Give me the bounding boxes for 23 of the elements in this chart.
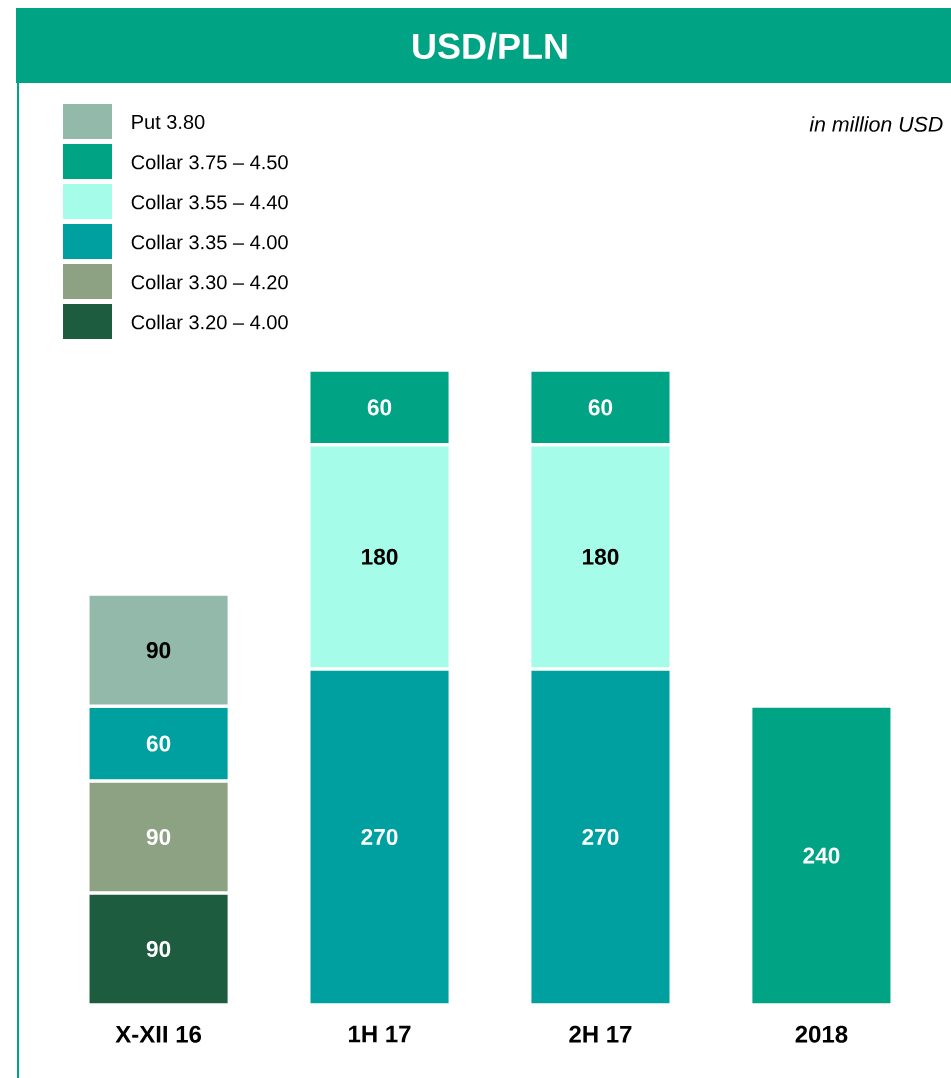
data-label: 90 [146, 642, 171, 659]
data-label: 90 [146, 940, 171, 957]
data-label: 90 [146, 828, 171, 845]
data-label: 60 [146, 735, 171, 752]
data-label: 60 [588, 399, 613, 416]
data-label: 60 [367, 399, 392, 416]
x-tick-label: 2H 17 [569, 1025, 632, 1043]
legend-label: Put 3.80 [132, 114, 205, 130]
data-label: 180 [362, 548, 398, 565]
x-tick-label: X-XII 16 [115, 1025, 202, 1043]
data-label: 180 [582, 548, 619, 565]
data-label: 240 [803, 847, 840, 864]
legend-label: Collar 3.20 – 4.00 [131, 314, 288, 330]
legend-label: Collar 3.30 – 4.20 [131, 274, 288, 290]
legend-label: Collar 3.75 – 4.50 [131, 154, 288, 170]
legend-label: Collar 3.35 – 4.00 [131, 234, 288, 250]
data-label: 270 [582, 828, 619, 845]
chart-title: USD/PLN [413, 32, 567, 60]
legend-label: Collar 3.55 – 4.40 [131, 194, 288, 210]
text: in million USD [809, 116, 943, 132]
data-label: 270 [361, 828, 398, 845]
x-tick-label: 2018 [795, 1025, 848, 1043]
x-tick-label: 1H 17 [349, 1025, 411, 1043]
